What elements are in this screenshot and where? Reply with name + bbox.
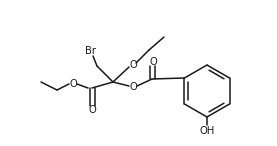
Text: O: O	[69, 79, 77, 89]
Text: O: O	[149, 57, 157, 67]
Text: OH: OH	[199, 126, 215, 136]
Text: O: O	[88, 105, 96, 115]
Text: Br: Br	[84, 46, 96, 56]
Text: O: O	[129, 60, 137, 70]
Text: O: O	[129, 82, 137, 92]
